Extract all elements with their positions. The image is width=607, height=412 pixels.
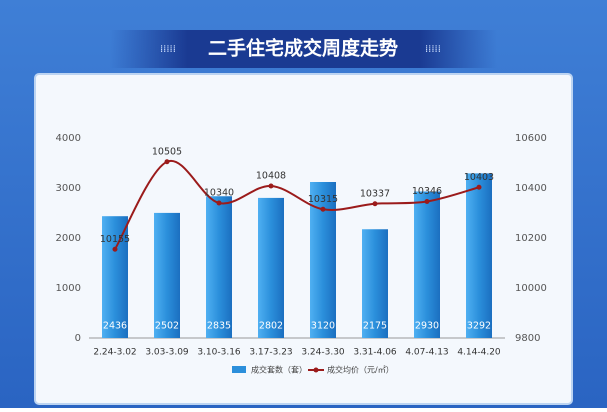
line-point: [372, 201, 378, 207]
line-value-label: 10408: [256, 171, 286, 182]
y2-tick-label: 10200: [515, 233, 547, 244]
x-tick-label: 3.31-4.06: [353, 348, 397, 358]
line-value-label: 10337: [360, 188, 390, 199]
y2-tick-label: 9800: [515, 333, 540, 344]
line-point: [320, 206, 326, 212]
x-tick-label: 3.03-3.09: [145, 348, 189, 358]
bar-value-label: 2835: [207, 321, 231, 332]
bar: [362, 229, 388, 338]
bar-value-label: 2930: [415, 321, 439, 332]
line-value-label: 10340: [204, 188, 234, 199]
title-banner: [110, 30, 497, 68]
bar: [102, 216, 128, 338]
line-value-label: 10315: [308, 194, 338, 205]
bar-value-label: 2436: [103, 321, 127, 332]
x-tick-label: 2.24-3.02: [93, 348, 136, 358]
decor: ⁞⁞⁞⁞⁞: [425, 44, 441, 55]
legend-swatch: [313, 367, 319, 373]
bar: [154, 212, 180, 338]
bar-value-label: 3292: [467, 321, 491, 332]
line-point: [424, 199, 430, 204]
chart-title: 二手住宅成交周度走势: [208, 37, 398, 60]
y-tick-label: 3000: [56, 183, 81, 194]
y2-tick-label: 10000: [515, 283, 547, 294]
bar: [466, 173, 492, 338]
bar: [206, 196, 232, 338]
line-point: [164, 159, 170, 165]
line-value-label: 10155: [100, 234, 130, 245]
legend-label: 成交套数（套）: [251, 365, 307, 375]
y-tick-label: 4000: [56, 133, 81, 144]
bar: [258, 197, 284, 338]
line-value-label: 10505: [152, 146, 182, 157]
x-tick-label: 4.14-4.20: [457, 348, 501, 358]
line-point: [216, 200, 222, 206]
y-tick-label: 0: [75, 333, 81, 344]
legend-label: 成交均价（元/㎡）: [327, 365, 394, 375]
decor: ⁞⁞⁞⁞⁞: [160, 44, 176, 55]
bar-value-label: 2502: [155, 321, 179, 332]
x-tick-label: 4.07-4.13: [405, 348, 448, 358]
y2-tick-label: 10400: [515, 183, 547, 194]
y2-tick-label: 10600: [515, 133, 547, 144]
x-tick-label: 3.24-3.30: [301, 348, 345, 358]
line-point: [112, 246, 118, 252]
bar-value-label: 3120: [311, 321, 335, 332]
x-tick-label: 3.17-3.23: [249, 348, 292, 358]
line-value-label: 10346: [412, 186, 442, 197]
legend-swatch: [232, 366, 246, 373]
y-tick-label: 2000: [56, 233, 81, 244]
line-point: [268, 183, 274, 189]
bar-value-label: 2802: [259, 321, 283, 332]
y-tick-label: 1000: [56, 283, 81, 294]
x-tick-label: 3.10-3.16: [197, 348, 241, 358]
bar: [414, 191, 440, 338]
line-value-label: 10403: [464, 172, 494, 183]
line-point: [476, 184, 482, 190]
bar-value-label: 2175: [363, 321, 387, 332]
